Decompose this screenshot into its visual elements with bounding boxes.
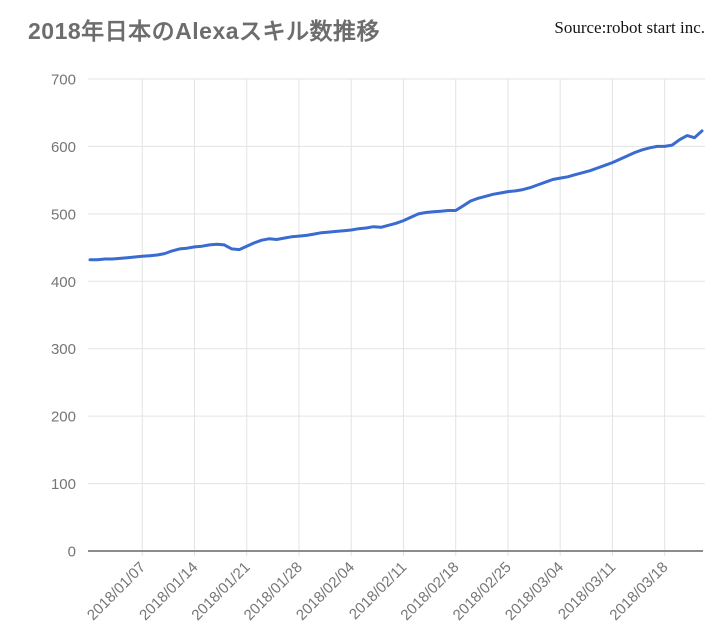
source-credit: Source:robot start inc. (554, 18, 705, 37)
y-tick-label: 100 (51, 476, 76, 493)
y-tick-label: 500 (51, 206, 76, 223)
y-tick-label: 400 (51, 274, 76, 291)
chart-title: 2018年日本のAlexaスキル数推移 (28, 18, 381, 44)
series-line (88, 129, 704, 262)
y-tick-label: 0 (68, 544, 76, 561)
y-tick-label: 300 (51, 341, 76, 358)
y-tick-label: 700 (51, 72, 76, 89)
y-tick-label: 600 (51, 139, 76, 156)
y-tick-label: 200 (51, 409, 76, 426)
